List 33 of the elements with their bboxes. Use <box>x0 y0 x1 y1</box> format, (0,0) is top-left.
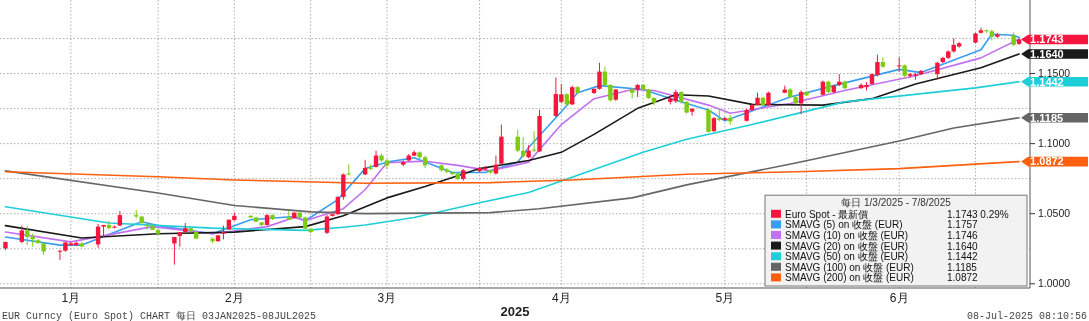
legend-label: SMAVG (50) on 收盤 (EUR) <box>785 251 909 263</box>
x-tick-label: 5月 <box>715 291 735 305</box>
y-tick-label: 1.0000 <box>1038 276 1071 289</box>
text: EUR Curncy (Euro Spot) CHART 每日 03JAN2025-08JUL2025 <box>2 310 317 321</box>
x-tick-label: 6月 <box>889 291 909 305</box>
legend-label: SMAVG (20) on 收盤 (EUR) <box>785 240 909 252</box>
x-tick-label: 1月 <box>61 291 81 305</box>
annotation: 1.1743 <box>1030 33 1064 46</box>
x-tick-label: 4月 <box>551 291 571 305</box>
legend-label: SMAVG (5) on 收盤 (EUR) <box>785 219 903 231</box>
annotation: 1.1185 <box>947 261 978 273</box>
annotation: 1.1640 <box>947 240 979 252</box>
line-series <box>4 80 1020 232</box>
annotation: 1.1442 <box>947 251 979 263</box>
x-axis-title: 2025 <box>500 304 530 319</box>
y-tick-label: 1.1000 <box>1038 136 1071 149</box>
annotation: 1.1743 0.29% <box>947 208 1009 220</box>
annotation: 1.1185 <box>1030 111 1064 124</box>
legend-label: SMAVG (10) on 收盤 (EUR) <box>785 230 909 241</box>
annotation: 1.1757 <box>947 219 979 231</box>
annotation: 1.0872 <box>947 272 979 284</box>
text: 08-Jul-2025 08:10:56 <box>966 311 1087 321</box>
line-series <box>4 160 1020 185</box>
legend-label: Euro Spot - 最新價 <box>785 208 869 220</box>
annotation: 1.1640 <box>1030 47 1064 60</box>
y-tick-label: 1.0500 <box>1038 206 1071 219</box>
annotation: 1.1746 <box>947 230 979 241</box>
legend-title: 每日 1/3/2025 - 7/8/2025 <box>841 196 952 208</box>
legend-label: SMAVG (100) on 收盤 (EUR) <box>785 261 914 273</box>
legend-label: SMAVG (200) on 收盤 (EUR) <box>785 272 914 284</box>
annotation: 1.0872 <box>1030 155 1064 168</box>
x-tick-label: 2月 <box>224 291 244 305</box>
x-tick-label: 3月 <box>377 291 397 305</box>
